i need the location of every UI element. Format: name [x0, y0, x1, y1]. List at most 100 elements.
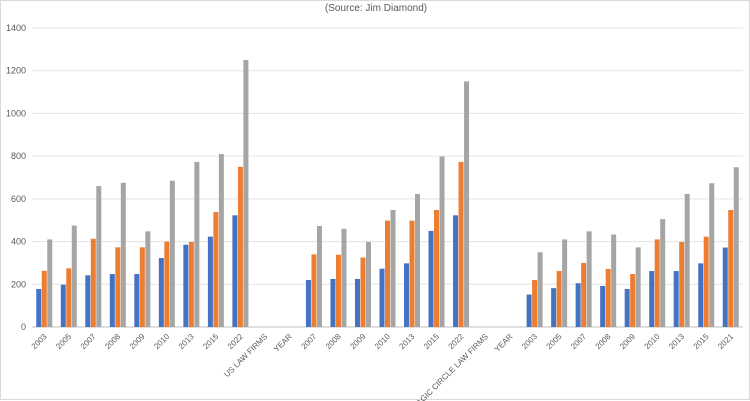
bar — [134, 274, 140, 327]
bar — [575, 283, 581, 327]
x-tick-label: 2007 — [79, 332, 98, 351]
bar — [232, 215, 238, 327]
x-tick-label: 2009 — [348, 332, 367, 351]
bar — [698, 263, 704, 327]
bar — [551, 288, 557, 327]
bar — [90, 238, 96, 327]
bar — [218, 154, 224, 327]
x-tick-label: 2008 — [594, 332, 613, 351]
bar — [390, 209, 396, 327]
bar — [207, 236, 213, 327]
bar — [36, 288, 42, 327]
bar — [439, 156, 445, 327]
x-tick-label: 2015 — [422, 332, 441, 351]
bar — [624, 288, 630, 327]
gridlines — [32, 27, 743, 328]
x-tick-label: 2015 — [692, 332, 711, 351]
bar — [158, 258, 164, 327]
y-axis: 0 200 400 600 800 1000 1200 1400 — [6, 23, 26, 332]
bar — [733, 167, 739, 327]
bar — [630, 274, 636, 327]
bar — [305, 280, 311, 327]
y-tick-label: 1200 — [6, 66, 26, 76]
y-tick-label: 800 — [11, 151, 26, 161]
y-tick-label: 600 — [11, 194, 26, 204]
x-tick-label: 2013 — [177, 332, 196, 351]
bar — [96, 186, 102, 327]
x-tick-label: 2009 — [128, 332, 147, 351]
bar — [169, 180, 175, 327]
bar — [41, 270, 47, 327]
bar — [415, 193, 421, 327]
bar — [654, 239, 660, 327]
bar — [85, 275, 91, 327]
bars — [36, 60, 739, 327]
bar — [164, 241, 170, 327]
y-tick-label: 1000 — [6, 108, 26, 118]
bar — [243, 60, 249, 327]
bar — [335, 254, 341, 327]
bar — [453, 215, 459, 327]
x-tick-label: 2009 — [618, 332, 637, 351]
bar — [213, 212, 219, 327]
bar — [679, 242, 685, 327]
bar — [581, 262, 587, 327]
bar — [464, 81, 470, 327]
x-tick-label: 2010 — [643, 332, 662, 351]
bar — [728, 209, 734, 327]
x-tick-label: 2013 — [667, 332, 686, 351]
bar — [71, 225, 77, 327]
bar — [722, 247, 728, 327]
bar — [385, 220, 390, 327]
bar — [60, 284, 66, 327]
bar — [183, 244, 189, 327]
bar — [109, 274, 115, 327]
bar — [600, 285, 606, 327]
bar — [379, 268, 385, 327]
x-tick-label: 2005 — [545, 332, 564, 351]
bar — [330, 278, 336, 327]
bar — [409, 220, 415, 327]
bar — [428, 230, 434, 327]
x-tick-label: 2005 — [54, 332, 73, 351]
y-tick-label: 200 — [11, 279, 26, 289]
x-tick-label: 2022 — [447, 332, 466, 351]
bar — [703, 236, 709, 327]
bar — [237, 166, 243, 327]
bar — [649, 271, 655, 327]
x-tick-label: 2003 — [30, 332, 49, 351]
x-tick-label: 2007 — [299, 332, 318, 351]
x-tick-label: US LAW FIRMS — [222, 332, 269, 379]
x-tick-label: 2015 — [201, 332, 220, 351]
bar — [532, 280, 538, 327]
bar — [365, 242, 371, 327]
bar — [354, 278, 360, 327]
x-tick-label: 2022 — [226, 332, 245, 351]
bar — [194, 161, 200, 327]
x-tick-label: 2013 — [397, 332, 416, 351]
bar — [660, 219, 666, 327]
bar — [709, 183, 715, 327]
bar — [458, 161, 464, 327]
bar — [120, 182, 126, 327]
y-tick-label: 400 — [11, 237, 26, 247]
bar — [66, 268, 72, 327]
y-tick-label: 1400 — [6, 23, 26, 33]
bar — [404, 263, 410, 327]
x-tick-label: 2021 — [716, 332, 735, 351]
bar — [47, 239, 53, 327]
x-tick-label: 2008 — [103, 332, 122, 351]
bar — [145, 231, 151, 327]
x-tick-label: 2007 — [569, 332, 588, 351]
bar — [311, 254, 317, 327]
bar — [537, 252, 543, 327]
bar — [605, 268, 611, 327]
bar — [556, 271, 562, 327]
bar — [139, 247, 145, 327]
x-tick-label: 2008 — [324, 332, 343, 351]
x-tick-label: 2010 — [373, 332, 392, 351]
bar — [635, 247, 641, 327]
bar — [673, 271, 679, 327]
